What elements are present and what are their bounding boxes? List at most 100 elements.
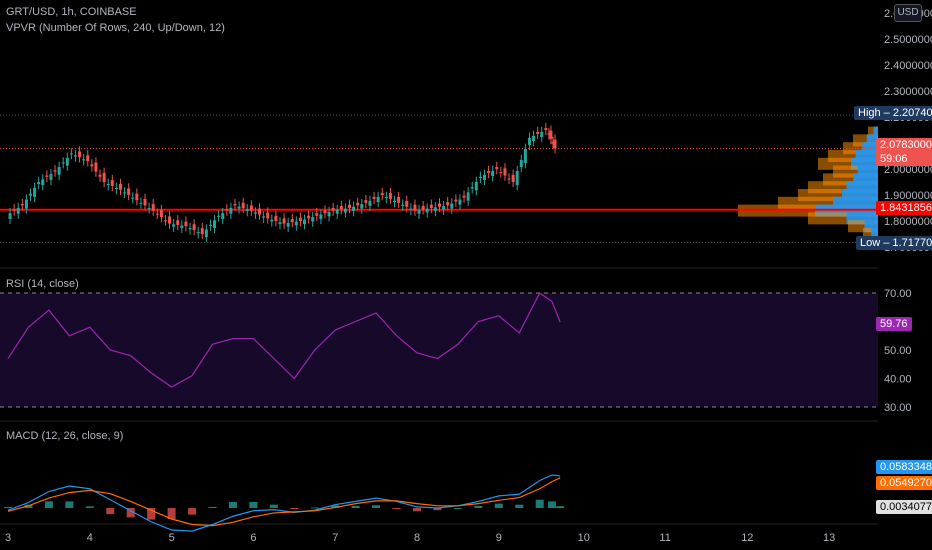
candle-body xyxy=(196,232,200,234)
candle-body xyxy=(49,174,53,180)
candle-body xyxy=(12,209,16,211)
candle-body xyxy=(515,170,519,186)
rsi-tick-label: 30.00 xyxy=(884,402,912,414)
candle-body xyxy=(511,174,515,182)
rsi-line xyxy=(7,292,561,388)
histogram-bar xyxy=(331,505,340,508)
candle-body xyxy=(176,220,180,225)
vpvr-legend[interactable]: VPVR (Number Of Rows, 240, Up/Down, 12) xyxy=(6,22,225,34)
histogram-bar xyxy=(167,508,176,519)
price-tick-label: 1.90000000 xyxy=(884,190,932,202)
candle-body xyxy=(118,183,122,190)
candle-body xyxy=(536,131,540,134)
candle-body xyxy=(372,196,376,199)
candle-body xyxy=(364,200,368,203)
histogram-bar xyxy=(433,508,442,511)
time-tick-label: 4 xyxy=(87,532,93,544)
histogram-bar xyxy=(85,506,94,508)
candle-body xyxy=(551,142,555,144)
candle-body xyxy=(33,187,37,197)
histogram-bar xyxy=(535,499,544,508)
candle-body xyxy=(61,162,65,164)
candle-body xyxy=(437,203,441,207)
candle-body xyxy=(519,159,523,168)
histogram-bar xyxy=(208,506,217,508)
candle-body xyxy=(37,182,41,184)
candle-body xyxy=(311,217,315,222)
time-tick-label: 3 xyxy=(5,532,11,544)
candle-body xyxy=(229,208,233,214)
rsi-title[interactable]: RSI (14, close) xyxy=(6,278,79,290)
histogram-bar xyxy=(269,504,278,508)
candle-body xyxy=(458,199,462,205)
histogram-bar xyxy=(44,501,53,508)
price-axis[interactable]: 2.600000002.500000002.400000002.30000000… xyxy=(884,8,932,254)
time-tick-label: 6 xyxy=(250,532,256,544)
candle-body xyxy=(139,202,143,204)
macd-title[interactable]: MACD (12, 26, close, 9) xyxy=(6,430,124,442)
symbol-legend[interactable]: GRT/USD, 1h, COINBASE xyxy=(6,6,137,18)
rsi-tick-label: 40.00 xyxy=(884,374,912,386)
candle-body xyxy=(241,202,245,208)
candle-body xyxy=(454,199,458,202)
candle-body xyxy=(237,206,241,209)
candle-body xyxy=(127,188,131,195)
candle-body xyxy=(8,213,12,219)
price-tick-label: 2.50000000 xyxy=(884,34,932,46)
high-badge: High – 2.20740000 xyxy=(854,106,932,120)
candle-body xyxy=(409,208,413,210)
candle-body xyxy=(258,208,262,215)
candle-body xyxy=(192,224,196,231)
candlestick-series[interactable] xyxy=(8,122,557,243)
time-tick-label: 7 xyxy=(332,532,338,544)
price-levels xyxy=(0,114,878,243)
histogram-bar xyxy=(494,503,503,508)
candle-body xyxy=(393,200,397,203)
candle-body xyxy=(417,209,421,214)
time-axis[interactable]: 3 4 5 6 7 8 9 10 11 12 13 xyxy=(5,532,835,544)
candle-body xyxy=(69,153,73,155)
volume-profile-bar xyxy=(873,126,878,139)
candle-body xyxy=(540,131,544,138)
candle-body xyxy=(368,200,372,206)
macd-pane[interactable] xyxy=(4,474,565,532)
candle-body xyxy=(331,208,335,211)
countdown-timer: 59:06 xyxy=(880,153,908,165)
candle-body xyxy=(532,135,536,141)
candle-body xyxy=(405,200,409,207)
candle-body xyxy=(278,222,282,225)
price-tick-label: 2.00000000 xyxy=(884,164,932,176)
volume-profile-bar xyxy=(866,134,878,147)
candle-body xyxy=(155,213,159,215)
candle-body xyxy=(188,228,192,230)
candle-body xyxy=(343,208,347,213)
time-tick-label: 11 xyxy=(659,532,670,544)
time-tick-label: 12 xyxy=(741,532,753,544)
candle-body xyxy=(442,206,446,210)
candle-body xyxy=(298,217,302,221)
histogram-bar xyxy=(249,501,258,508)
candle-body xyxy=(348,204,352,208)
price-tick-label: 2.40000000 xyxy=(884,60,932,72)
currency-button[interactable]: USD xyxy=(894,4,922,22)
rsi-band xyxy=(0,293,878,407)
low-label: Low xyxy=(860,237,881,249)
candle-body xyxy=(208,224,212,226)
candle-body xyxy=(143,198,147,206)
candle-body xyxy=(270,219,274,222)
candle-body xyxy=(503,168,507,176)
candle-body xyxy=(274,215,278,221)
grid-lines xyxy=(0,267,878,525)
candle-body xyxy=(180,225,184,229)
candle-body xyxy=(491,170,495,177)
histogram-bar xyxy=(547,501,556,508)
candle-body xyxy=(249,205,253,211)
candle-body xyxy=(204,229,208,238)
last-price-badge: 2.07830000 59:06 xyxy=(876,138,932,166)
histogram-bar xyxy=(147,508,156,520)
candle-body xyxy=(315,213,319,216)
candle-body xyxy=(123,192,127,194)
candle-body xyxy=(553,139,557,149)
